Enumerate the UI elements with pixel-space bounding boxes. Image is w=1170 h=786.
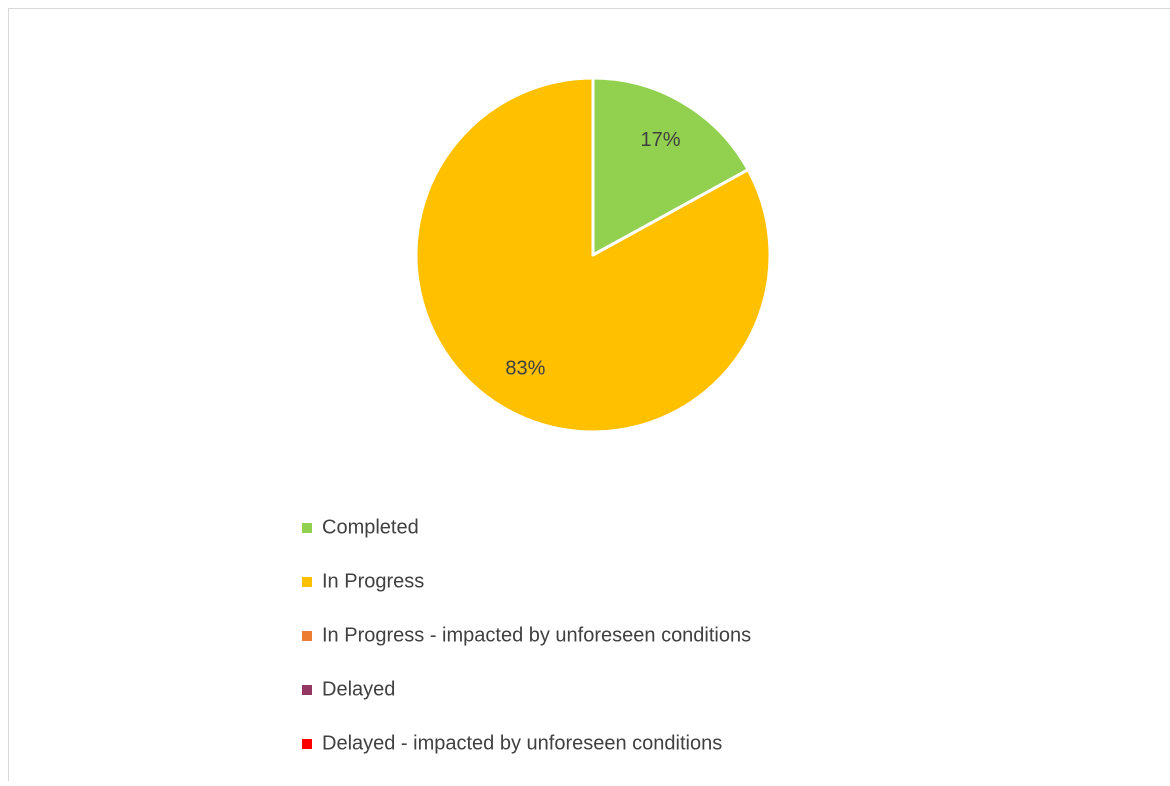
legend-swatch (302, 577, 312, 587)
data-label: 83% (505, 358, 545, 380)
legend-label: Completed (322, 516, 419, 538)
legend-swatch (302, 523, 312, 533)
legend-label: In Progress - impacted by unforeseen con… (322, 624, 751, 646)
legend-label: In Progress (322, 570, 424, 592)
legend-label: Delayed - impacted by unforeseen conditi… (322, 732, 722, 754)
legend-swatch (302, 685, 312, 695)
data-label: 17% (641, 129, 681, 151)
legend-swatch (302, 631, 312, 641)
legend-label: Delayed (322, 678, 395, 700)
legend-swatch (302, 739, 312, 749)
